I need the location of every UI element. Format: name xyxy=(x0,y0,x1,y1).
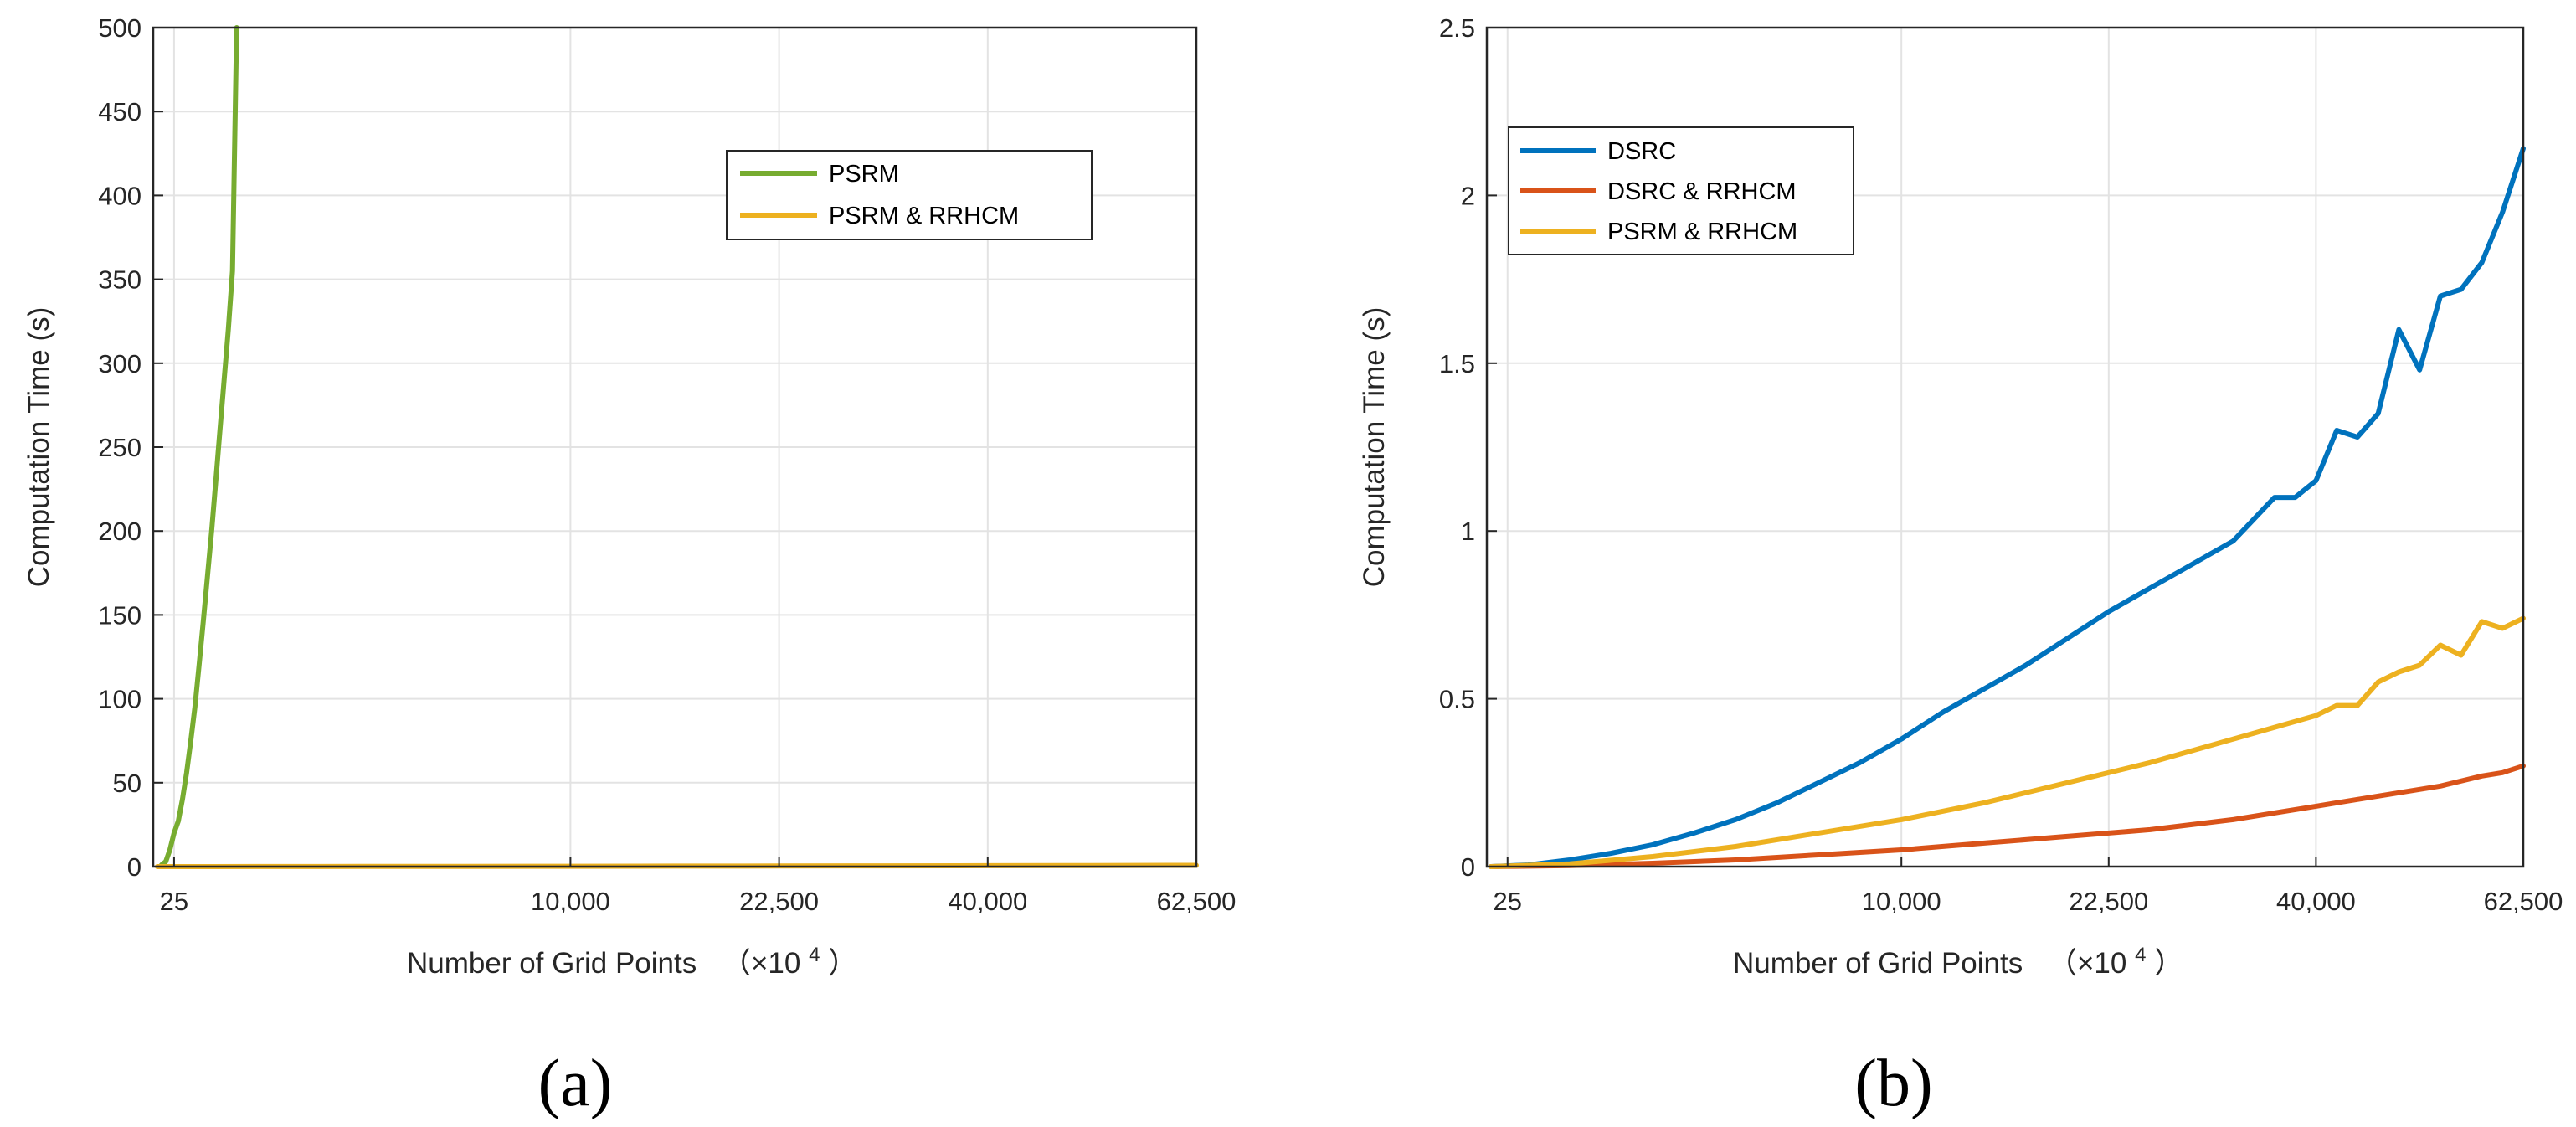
chart-a-ytick-label: 200 xyxy=(98,517,141,546)
chart-a-ytick-label: 250 xyxy=(98,433,141,462)
chart-a-xlabel: Number of Grid Points （×10 4 ） xyxy=(407,935,857,980)
chart-b-legend-label-dsrc-rrhcm: DSRC & RRHCM xyxy=(1607,178,1797,205)
chart-a-legend: PSRM PSRM & RRHCM xyxy=(726,150,1093,240)
chart-b-x-ticks: 25 10,000 22,500 40,000 62,500 xyxy=(1494,857,2563,916)
chart-a-ytick-label: 100 xyxy=(98,685,141,714)
chart-a-ytick-label: 150 xyxy=(98,600,141,630)
chart-b-xtick-label: 25 xyxy=(1494,887,1522,916)
chart-a-ytick-label: 300 xyxy=(98,349,141,378)
chart-b-ytick-label: 1 xyxy=(1461,517,1475,546)
chart-a-ytick-label: 350 xyxy=(98,265,141,295)
chart-b-frame xyxy=(1485,26,2525,868)
chart-b-y-ticks: 0 0.5 1 1.5 2 2.5 xyxy=(1439,13,1497,882)
chart-b-ytick-label: 0.5 xyxy=(1439,685,1475,714)
chart-b-xlabel-unit: （×10 xyxy=(2048,947,2126,980)
chart-b-series xyxy=(1489,146,2526,869)
chart-b-grid xyxy=(1487,28,2523,867)
chart-b-series-dsrc-rrhcm xyxy=(1489,763,2526,869)
panel-caption-b: (b) xyxy=(1854,1047,1932,1120)
chart-b-ytick-label: 0 xyxy=(1461,852,1475,882)
chart-b-xtick-label: 22,500 xyxy=(2069,887,2148,916)
chart-b-xlabel-main: Number of Grid Points xyxy=(1733,947,2023,980)
chart-b-xtick-label: 10,000 xyxy=(1862,887,1941,916)
chart-b-xlabel: Number of Grid Points （×10 4 ） xyxy=(1733,935,2183,980)
chart-a-xlabel-exp: 4 xyxy=(809,944,820,966)
chart-b-series-psrm-rrhcm xyxy=(1489,615,2526,869)
chart-a-series-psrm xyxy=(159,25,239,867)
chart-a-xtick-label: 40,000 xyxy=(948,887,1027,916)
chart-a-xlabel-unit: （×10 xyxy=(722,947,800,980)
chart-b-ytick-label: 2 xyxy=(1461,181,1475,210)
panel-caption-a: (a) xyxy=(538,1047,613,1120)
chart-a-xlabel-close: ） xyxy=(828,947,857,980)
chart-a-ylabel: Computation Time (s) xyxy=(23,307,55,588)
chart-panel-b: 00.511.522.5 25 10,000 22,500 40,000 62,500 … xyxy=(1358,13,2563,1120)
chart-a-ytick-label: 450 xyxy=(98,97,141,126)
chart-a-xtick-label: 62,500 xyxy=(1157,887,1237,916)
chart-a-legend-label-psrm: PSRM xyxy=(829,161,899,188)
chart-b-xlabel-close: ） xyxy=(2154,947,2183,980)
chart-b-ylabel: Computation Time (s) xyxy=(1358,307,1391,588)
chart-b-legend: DSRC DSRC & RRHCM PSRM & RRHCM xyxy=(1508,126,1854,255)
chart-b-series-dsrc xyxy=(1489,146,2526,869)
chart-b-legend-label-dsrc: DSRC xyxy=(1607,138,1676,165)
chart-a-xtick-label: 10,000 xyxy=(531,887,610,916)
chart-a-y-ticks: 0 50 100 150 200 250 300 350 400 450 500 xyxy=(98,13,163,882)
chart-a-xlabel-main: Number of Grid Points xyxy=(407,947,697,980)
chart-a-ytick-label: 500 xyxy=(98,13,141,43)
chart-a-legend-box xyxy=(726,150,1093,240)
chart-b-xlabel-exp: 4 xyxy=(2135,944,2146,966)
chart-a-x-ticks: 25 10,000 22,500 40,000 62,500 xyxy=(160,857,1237,916)
chart-a-ytick-label: 0 xyxy=(127,852,141,882)
chart-a-xtick-label: 25 xyxy=(160,887,188,916)
chart-a-xtick-label: 22,500 xyxy=(739,887,819,916)
chart-b-legend-label-psrm-rrhcm: PSRM & RRHCM xyxy=(1607,219,1797,245)
chart-b-ytick-label: 1.5 xyxy=(1439,349,1475,378)
chart-b-ytick-label: 2.5 xyxy=(1439,13,1475,43)
chart-a-legend-label-psrm-rrhcm: PSRM & RRHCM xyxy=(829,203,1019,229)
chart-a-ytick-label: 400 xyxy=(98,181,141,210)
chart-b-xtick-label: 62,500 xyxy=(2484,887,2563,916)
chart-a-ytick-label: 50 xyxy=(113,769,141,798)
chart-b-xtick-label: 40,000 xyxy=(2276,887,2356,916)
